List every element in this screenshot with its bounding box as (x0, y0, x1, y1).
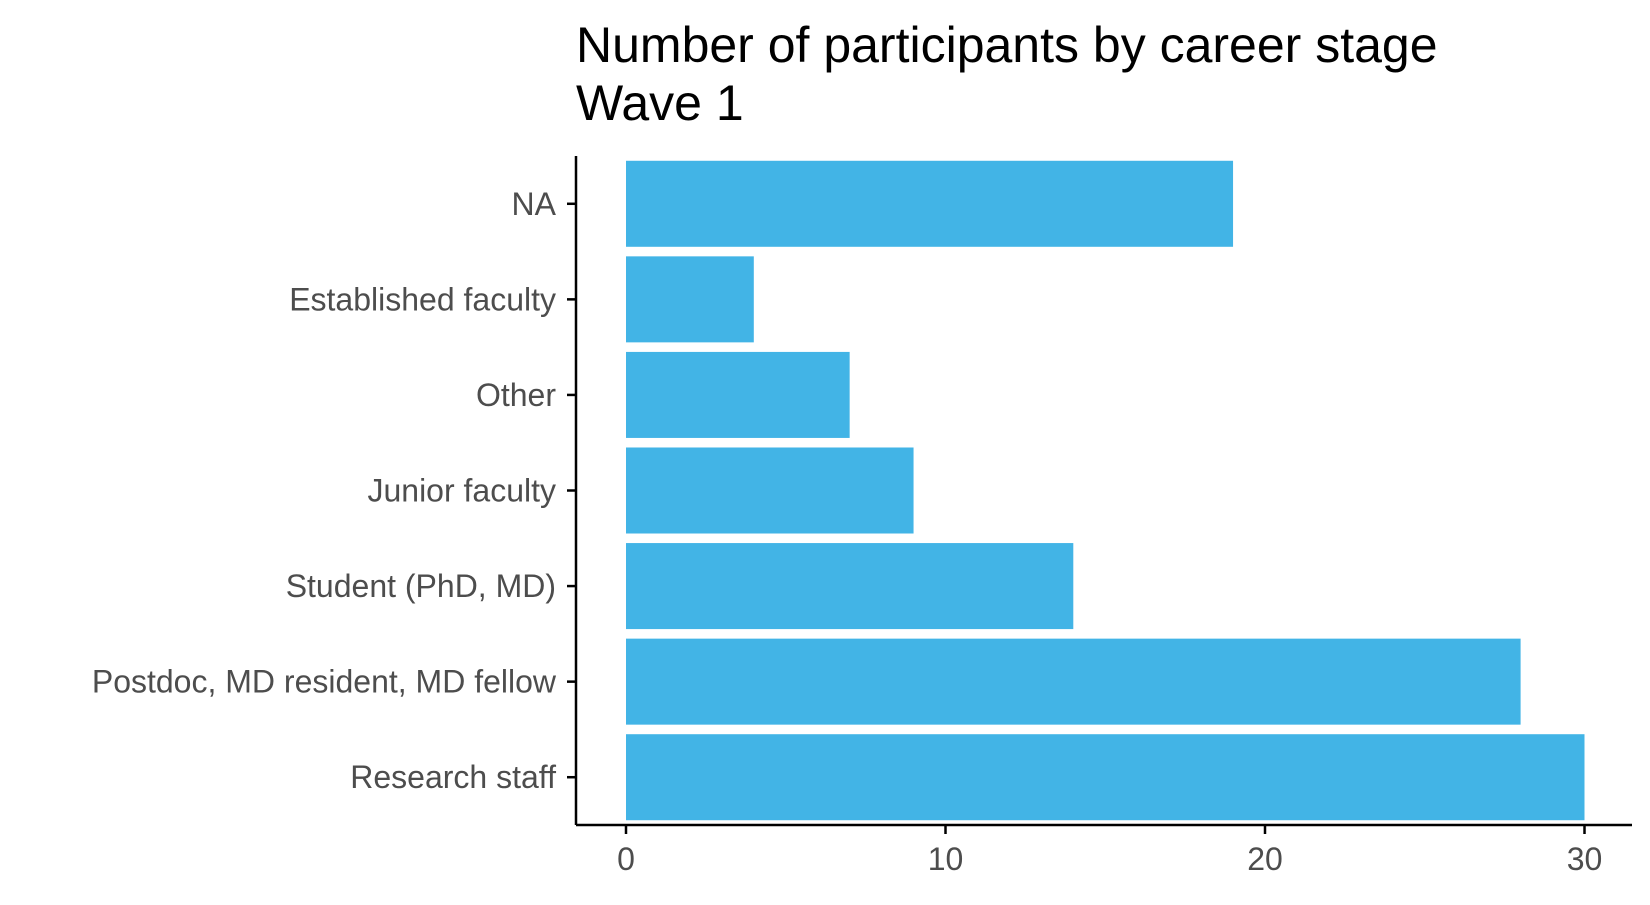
bar (626, 351, 850, 438)
x-tick-label: 0 (617, 841, 635, 877)
bar (626, 638, 1521, 725)
x-tick-label: 10 (928, 841, 964, 877)
x-axis: 0 10 20 30 (576, 823, 1632, 877)
y-tick-label: Research staff (350, 759, 556, 795)
chart-subtitle: Wave 1 (576, 75, 744, 131)
bar (626, 734, 1585, 821)
y-axis: NA Established faculty Other Junior faculty… (92, 156, 578, 825)
bar (626, 543, 1074, 630)
y-tick-label: Junior faculty (367, 473, 556, 509)
bar (626, 256, 754, 343)
bar (626, 447, 914, 534)
y-tick-label: Other (476, 377, 556, 413)
x-tick-label: 30 (1567, 841, 1603, 877)
y-tick-label: NA (512, 186, 557, 222)
bars-layer (626, 160, 1585, 821)
x-tick-label: 20 (1247, 841, 1283, 877)
y-tick-label: Postdoc, MD resident, MD fellow (92, 664, 557, 700)
bar (626, 160, 1234, 247)
y-tick-label: Established faculty (289, 281, 556, 317)
y-tick-label: Student (PhD, MD) (286, 568, 556, 604)
chart-title: Number of participants by career stage (576, 17, 1438, 73)
